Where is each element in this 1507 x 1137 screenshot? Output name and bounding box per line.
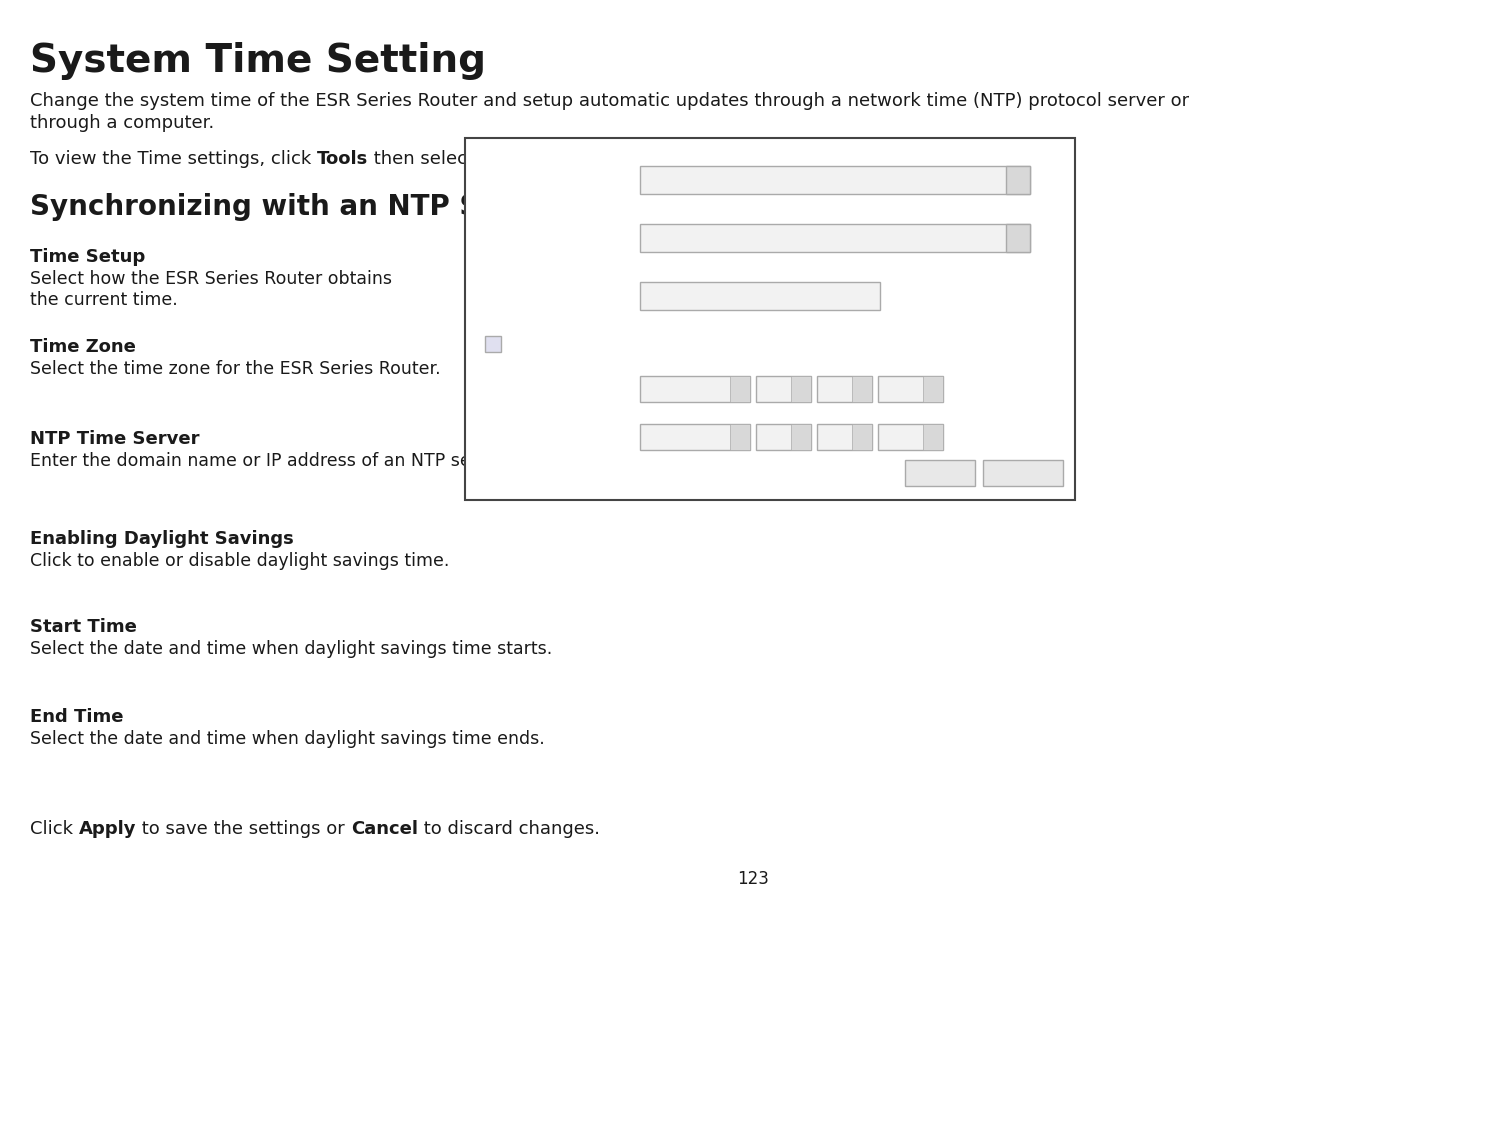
Text: System Time Setting: System Time Setting: [30, 42, 485, 80]
Text: January: January: [645, 381, 696, 395]
Text: ▼: ▼: [1014, 232, 1022, 242]
Bar: [851, 424, 873, 450]
Text: Time: Time: [481, 150, 529, 168]
Bar: [879, 376, 943, 402]
Bar: [983, 460, 1062, 485]
Bar: [640, 282, 880, 310]
Text: to save the settings or: to save the settings or: [136, 820, 351, 838]
Text: ▼: ▼: [930, 432, 936, 441]
Bar: [791, 424, 811, 450]
Text: End Time: End Time: [30, 708, 124, 727]
Bar: [1007, 166, 1029, 194]
Text: .: .: [529, 150, 535, 168]
Bar: [729, 376, 750, 402]
Bar: [851, 376, 873, 402]
Bar: [729, 424, 750, 450]
Text: Enable Daylight Saving: Enable Daylight Saving: [506, 338, 723, 356]
Text: Tools: Tools: [316, 150, 368, 168]
Text: Start Time: Start Time: [30, 619, 137, 636]
Bar: [485, 337, 500, 352]
Text: pool.ntp.org: pool.ntp.org: [647, 287, 735, 302]
Text: to discard changes.: to discard changes.: [417, 820, 600, 838]
Bar: [757, 376, 811, 402]
Text: Click: Click: [30, 820, 78, 838]
Text: 12 am: 12 am: [883, 429, 925, 442]
Text: Click to enable or disable daylight savings time.: Click to enable or disable daylight savi…: [30, 551, 449, 570]
Text: Synchronizing with an NTP Server: Synchronizing with an NTP Server: [30, 193, 562, 221]
Text: ▼: ▼: [737, 432, 743, 441]
Bar: [922, 424, 943, 450]
Text: End Time: End Time: [485, 428, 556, 443]
Text: Select the time zone for the ESR Series Router.: Select the time zone for the ESR Series …: [30, 360, 440, 377]
Text: Select the date and time when daylight savings time starts.: Select the date and time when daylight s…: [30, 640, 552, 658]
Text: Cancel: Cancel: [351, 820, 417, 838]
Text: Apply: Apply: [919, 465, 960, 480]
Bar: [1007, 224, 1029, 252]
Text: Time Zone: Time Zone: [30, 338, 136, 356]
Text: NTP Time Server: NTP Time Server: [485, 287, 613, 301]
Text: ▼: ▼: [930, 384, 936, 393]
Bar: [757, 424, 811, 450]
Text: ▼: ▼: [859, 384, 865, 393]
Text: Enabling Daylight Savings: Enabling Daylight Savings: [30, 530, 294, 548]
Text: Time Zone: Time Zone: [485, 229, 567, 243]
Text: Time Setup: Time Setup: [485, 171, 573, 185]
Text: 12 am: 12 am: [883, 381, 925, 395]
Text: Sun: Sun: [821, 381, 847, 395]
Text: Select the date and time when daylight savings time ends.: Select the date and time when daylight s…: [30, 730, 544, 748]
Text: Cancel: Cancel: [998, 465, 1047, 480]
Text: Apply: Apply: [78, 820, 136, 838]
Text: ▼: ▼: [1014, 174, 1022, 184]
Bar: [879, 424, 943, 450]
Bar: [922, 376, 943, 402]
Bar: [640, 166, 1029, 194]
Bar: [640, 424, 750, 450]
Bar: [466, 138, 1074, 500]
Text: Start Time: Start Time: [485, 380, 565, 395]
Text: through a computer.: through a computer.: [30, 114, 214, 132]
Text: then select: then select: [368, 150, 481, 168]
Text: NTP Time Server: NTP Time Server: [30, 430, 199, 448]
Bar: [906, 460, 975, 485]
Text: ▼: ▼: [859, 432, 865, 441]
Text: (GMT+08:00)Taipei, Taiwan: (GMT+08:00)Taipei, Taiwan: [647, 229, 847, 244]
Bar: [817, 376, 873, 402]
Text: Select how the ESR Series Router obtains
the current time.: Select how the ESR Series Router obtains…: [30, 269, 392, 309]
Text: To view the Time settings, click: To view the Time settings, click: [30, 150, 316, 168]
Text: ▼: ▼: [797, 384, 805, 393]
Text: 123: 123: [737, 870, 769, 888]
Text: Time Setup: Time Setup: [30, 248, 145, 266]
Text: ▼: ▼: [797, 432, 805, 441]
Bar: [640, 376, 750, 402]
Text: Change the system time of the ESR Series Router and setup automatic updates thro: Change the system time of the ESR Series…: [30, 92, 1189, 110]
Text: January: January: [645, 429, 696, 442]
Bar: [791, 376, 811, 402]
Bar: [640, 224, 1029, 252]
Text: Enter the domain name or IP address of an NTP server.: Enter the domain name or IP address of a…: [30, 453, 511, 470]
Text: 1st: 1st: [761, 429, 782, 442]
Text: Sun: Sun: [821, 429, 847, 442]
Bar: [817, 424, 873, 450]
Text: 1st: 1st: [761, 381, 782, 395]
Text: Synchronize with the NTP Server: Synchronize with the NTP Server: [647, 171, 886, 186]
Text: ▼: ▼: [737, 384, 743, 393]
